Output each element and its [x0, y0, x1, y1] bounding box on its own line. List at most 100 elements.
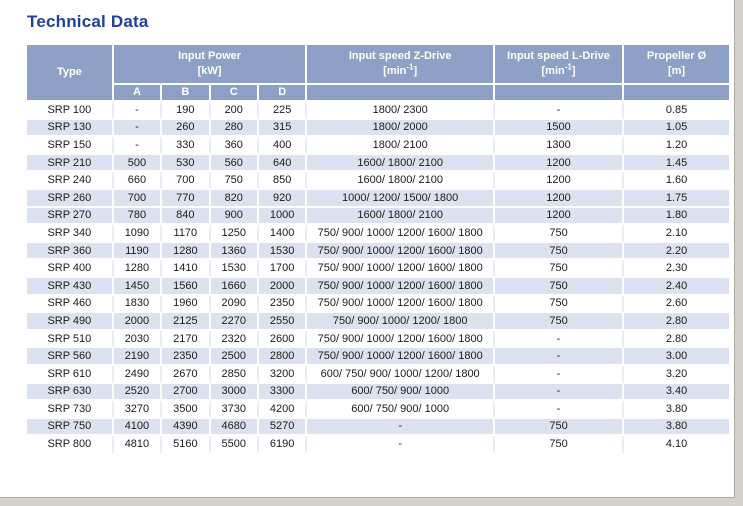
cell-d: 6190 [258, 436, 308, 454]
cell-z-speed: 750/ 900/ 1000/ 1200/ 1600/ 1800 [307, 348, 495, 366]
table-row: SRP 610 2490 2670 2850 3200 600/ 750/ 900/ 10… [27, 365, 731, 384]
cell-b: 1280 [162, 242, 211, 261]
cell-b: 190 [162, 102, 211, 120]
cell-z-speed: 750/ 900/ 1000/ 1200/ 1600/ 1800 [307, 242, 495, 261]
cell-type: SRP 460 [27, 295, 114, 314]
cell-type: SRP 100 [27, 102, 114, 120]
l-drive-unit: [min-1] [541, 62, 576, 77]
cell-type: SRP 610 [27, 365, 114, 384]
subheader-spacer-z [307, 85, 495, 102]
cell-a: 4100 [113, 418, 163, 437]
cell-a: 660 [113, 172, 163, 190]
table-row: SRP 400 1280 1410 1530 1700 750/ 900/ 1000/ 1… [27, 260, 731, 278]
cell-a: 1280 [113, 260, 163, 278]
cell-a: 1830 [113, 295, 163, 314]
cell-a: 1190 [113, 242, 163, 261]
cell-c: 2090 [210, 295, 259, 314]
table-row: SRP 210 500 530 560 640 1600/ 1800/ 2100 1200 1… [27, 154, 731, 173]
table-row: SRP 800 4810 5160 5500 6190-750 4.10 [27, 436, 731, 454]
table-header: Type Input Power [kW] Input speed Z-Driv… [27, 45, 731, 102]
subcolumn-header-a: A [113, 85, 163, 102]
cell-c: 2850 [210, 365, 259, 384]
cell-z-speed: 1000/ 1200/ 1500/ 1800 [307, 189, 495, 208]
cell-propeller: 2.40 [624, 277, 731, 296]
cell-c: 3730 [210, 401, 259, 419]
cell-a: 2000 [113, 313, 163, 331]
z-drive-label: Input speed Z-Drive [348, 50, 452, 63]
cell-propeller: 1.60 [624, 172, 731, 190]
cell-type: SRP 260 [27, 189, 114, 208]
cell-l-speed: - [494, 330, 625, 349]
column-header-l-drive: Input speed L-Drive [min-1] [494, 45, 625, 85]
cell-c: 4680 [210, 418, 259, 437]
cell-b: 1960 [162, 295, 211, 314]
cell-b: 700 [162, 172, 211, 190]
cell-l-speed: 1300 [494, 137, 625, 155]
cell-l-speed: 1200 [494, 189, 625, 208]
cell-propeller: 0.85 [624, 102, 731, 120]
cell-c: 1250 [210, 225, 259, 243]
subcolumn-header-b: B [162, 85, 211, 102]
cell-a: 700 [113, 189, 163, 208]
cell-b: 530 [162, 154, 211, 173]
cell-b: 1560 [162, 277, 211, 296]
cell-propeller: 3.00 [624, 348, 731, 366]
cell-z-speed: 1600/ 1800/ 2100 [307, 154, 495, 173]
cell-d: 920 [258, 189, 308, 208]
propeller-unit: [m] [667, 65, 686, 77]
page-content: Technical Data Type Input Power [kW] Inp… [27, 12, 731, 454]
cell-propeller: 2.60 [624, 295, 731, 314]
cell-c: 900 [210, 207, 259, 226]
cell-z-speed: 750/ 900/ 1000/ 1200/ 1600/ 1800 [307, 330, 495, 349]
table-row: SRP 510 2030 2170 2320 2600 750/ 900/ 1000/ 1… [27, 330, 731, 349]
subcolumn-header-d: D [258, 85, 308, 102]
cell-a: 1450 [113, 277, 163, 296]
table-body: SRP 100-190 200 225 1800/ 2300-0.85 SRP 130-… [27, 102, 731, 454]
cell-propeller: 1.20 [624, 137, 731, 155]
cell-l-speed: 1200 [494, 207, 625, 226]
cell-type: SRP 150 [27, 137, 114, 155]
cell-c: 5500 [210, 436, 259, 454]
cell-propeller: 1.05 [624, 119, 731, 138]
cell-a: 2190 [113, 348, 163, 366]
cell-a: 500 [113, 154, 163, 173]
table-row: SRP 630 2520 2700 3000 3300 600/ 750/ 900/ 10… [27, 383, 731, 402]
cell-c: 2320 [210, 330, 259, 349]
cell-type: SRP 400 [27, 260, 114, 278]
cell-b: 2170 [162, 330, 211, 349]
cell-propeller: 1.80 [624, 207, 731, 226]
cell-z-speed: 750/ 900/ 1000/ 1200/ 1600/ 1800 [307, 295, 495, 314]
cell-a: - [113, 137, 163, 155]
cell-b: 1170 [162, 225, 211, 243]
cell-b: 2350 [162, 348, 211, 366]
cell-l-speed: - [494, 401, 625, 419]
cell-l-speed: 1200 [494, 154, 625, 173]
cell-l-speed: 750 [494, 295, 625, 314]
cell-b: 3500 [162, 401, 211, 419]
cell-d: 2800 [258, 348, 308, 366]
cell-z-speed: 750/ 900/ 1000/ 1200/ 1600/ 1800 [307, 225, 495, 243]
cell-b: 840 [162, 207, 211, 226]
cell-d: 1530 [258, 242, 308, 261]
table-row: SRP 460 1830 1960 2090 2350 750/ 900/ 1000/ 1… [27, 295, 731, 314]
cell-z-speed: 750/ 900/ 1000/ 1200/ 1800 [307, 313, 495, 331]
cell-l-speed: 750 [494, 225, 625, 243]
cell-c: 200 [210, 102, 259, 120]
cell-type: SRP 430 [27, 277, 114, 296]
cell-propeller: 2.20 [624, 242, 731, 261]
cell-l-speed: - [494, 102, 625, 120]
column-header-type: Type [27, 45, 114, 102]
l-drive-label: Input speed L-Drive [507, 50, 610, 63]
cell-l-speed: 1500 [494, 119, 625, 138]
cell-a: 4810 [113, 436, 163, 454]
table-row: SRP 100-190 200 225 1800/ 2300-0.85 [27, 102, 731, 120]
cell-propeller: 4.10 [624, 436, 731, 454]
document-page: Technical Data Type Input Power [kW] Inp… [0, 0, 735, 498]
cell-l-speed: 750 [494, 277, 625, 296]
cell-z-speed: 1800/ 2000 [307, 119, 495, 138]
table-row: SRP 260 700 770 820 920 1000/ 1200/ 1500/ 180… [27, 189, 731, 208]
cell-propeller: 1.75 [624, 189, 731, 208]
cell-l-speed: 1200 [494, 172, 625, 190]
table-row: SRP 560 2190 2350 2500 2800 750/ 900/ 1000/ 1… [27, 348, 731, 366]
cell-propeller: 3.20 [624, 365, 731, 384]
